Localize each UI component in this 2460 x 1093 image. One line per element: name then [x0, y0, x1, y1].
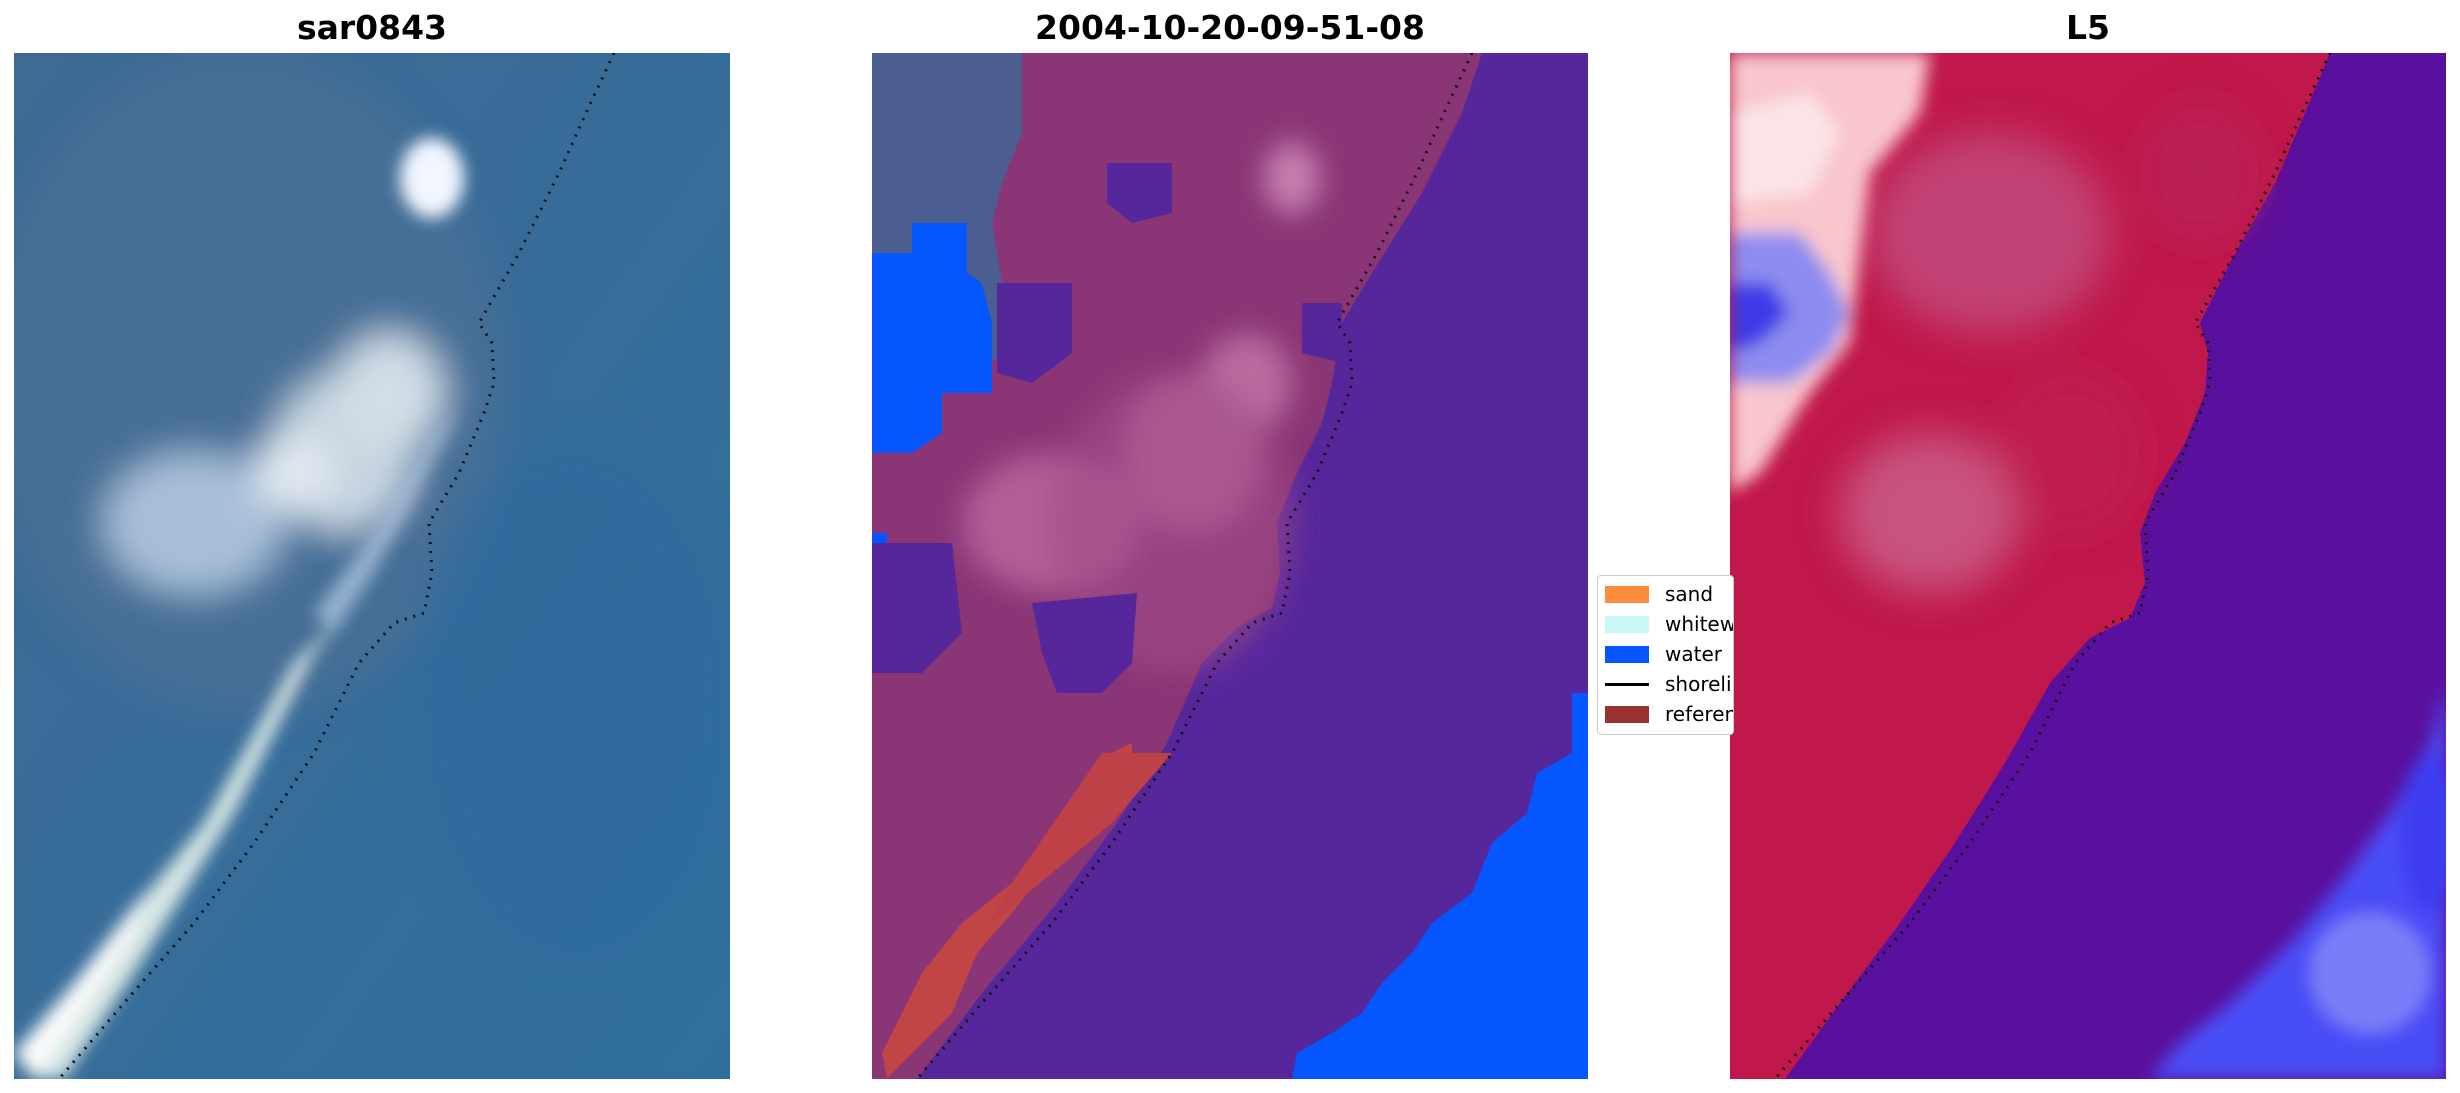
legend-item-water: water [1605, 640, 1722, 668]
legend-item-shoreline: shoreline [1605, 670, 1733, 698]
whitewater-swatch-icon [1605, 615, 1649, 633]
satellite-image-rgb [14, 53, 730, 1079]
shoreline-line-icon [1605, 682, 1649, 686]
legend-item-reference: reference [1605, 700, 1733, 728]
water-swatch-icon [1605, 645, 1649, 663]
reference-swatch-icon [1605, 705, 1649, 723]
legend-label: water [1665, 642, 1722, 666]
legend-label: reference [1665, 702, 1733, 726]
legend-label: sand [1665, 582, 1714, 606]
legend-label: shoreline [1665, 672, 1733, 696]
legend-item-sand: sand [1605, 580, 1713, 608]
classified-image [872, 53, 1588, 1079]
sand-swatch-icon [1605, 585, 1649, 603]
panel-title-rgb: sar0843 [296, 8, 448, 47]
index-image [1730, 53, 2446, 1079]
panel-title-index: L5 [2066, 8, 2110, 47]
panel-title-classification: 2004-10-20-09-51-08 [1035, 8, 1425, 47]
